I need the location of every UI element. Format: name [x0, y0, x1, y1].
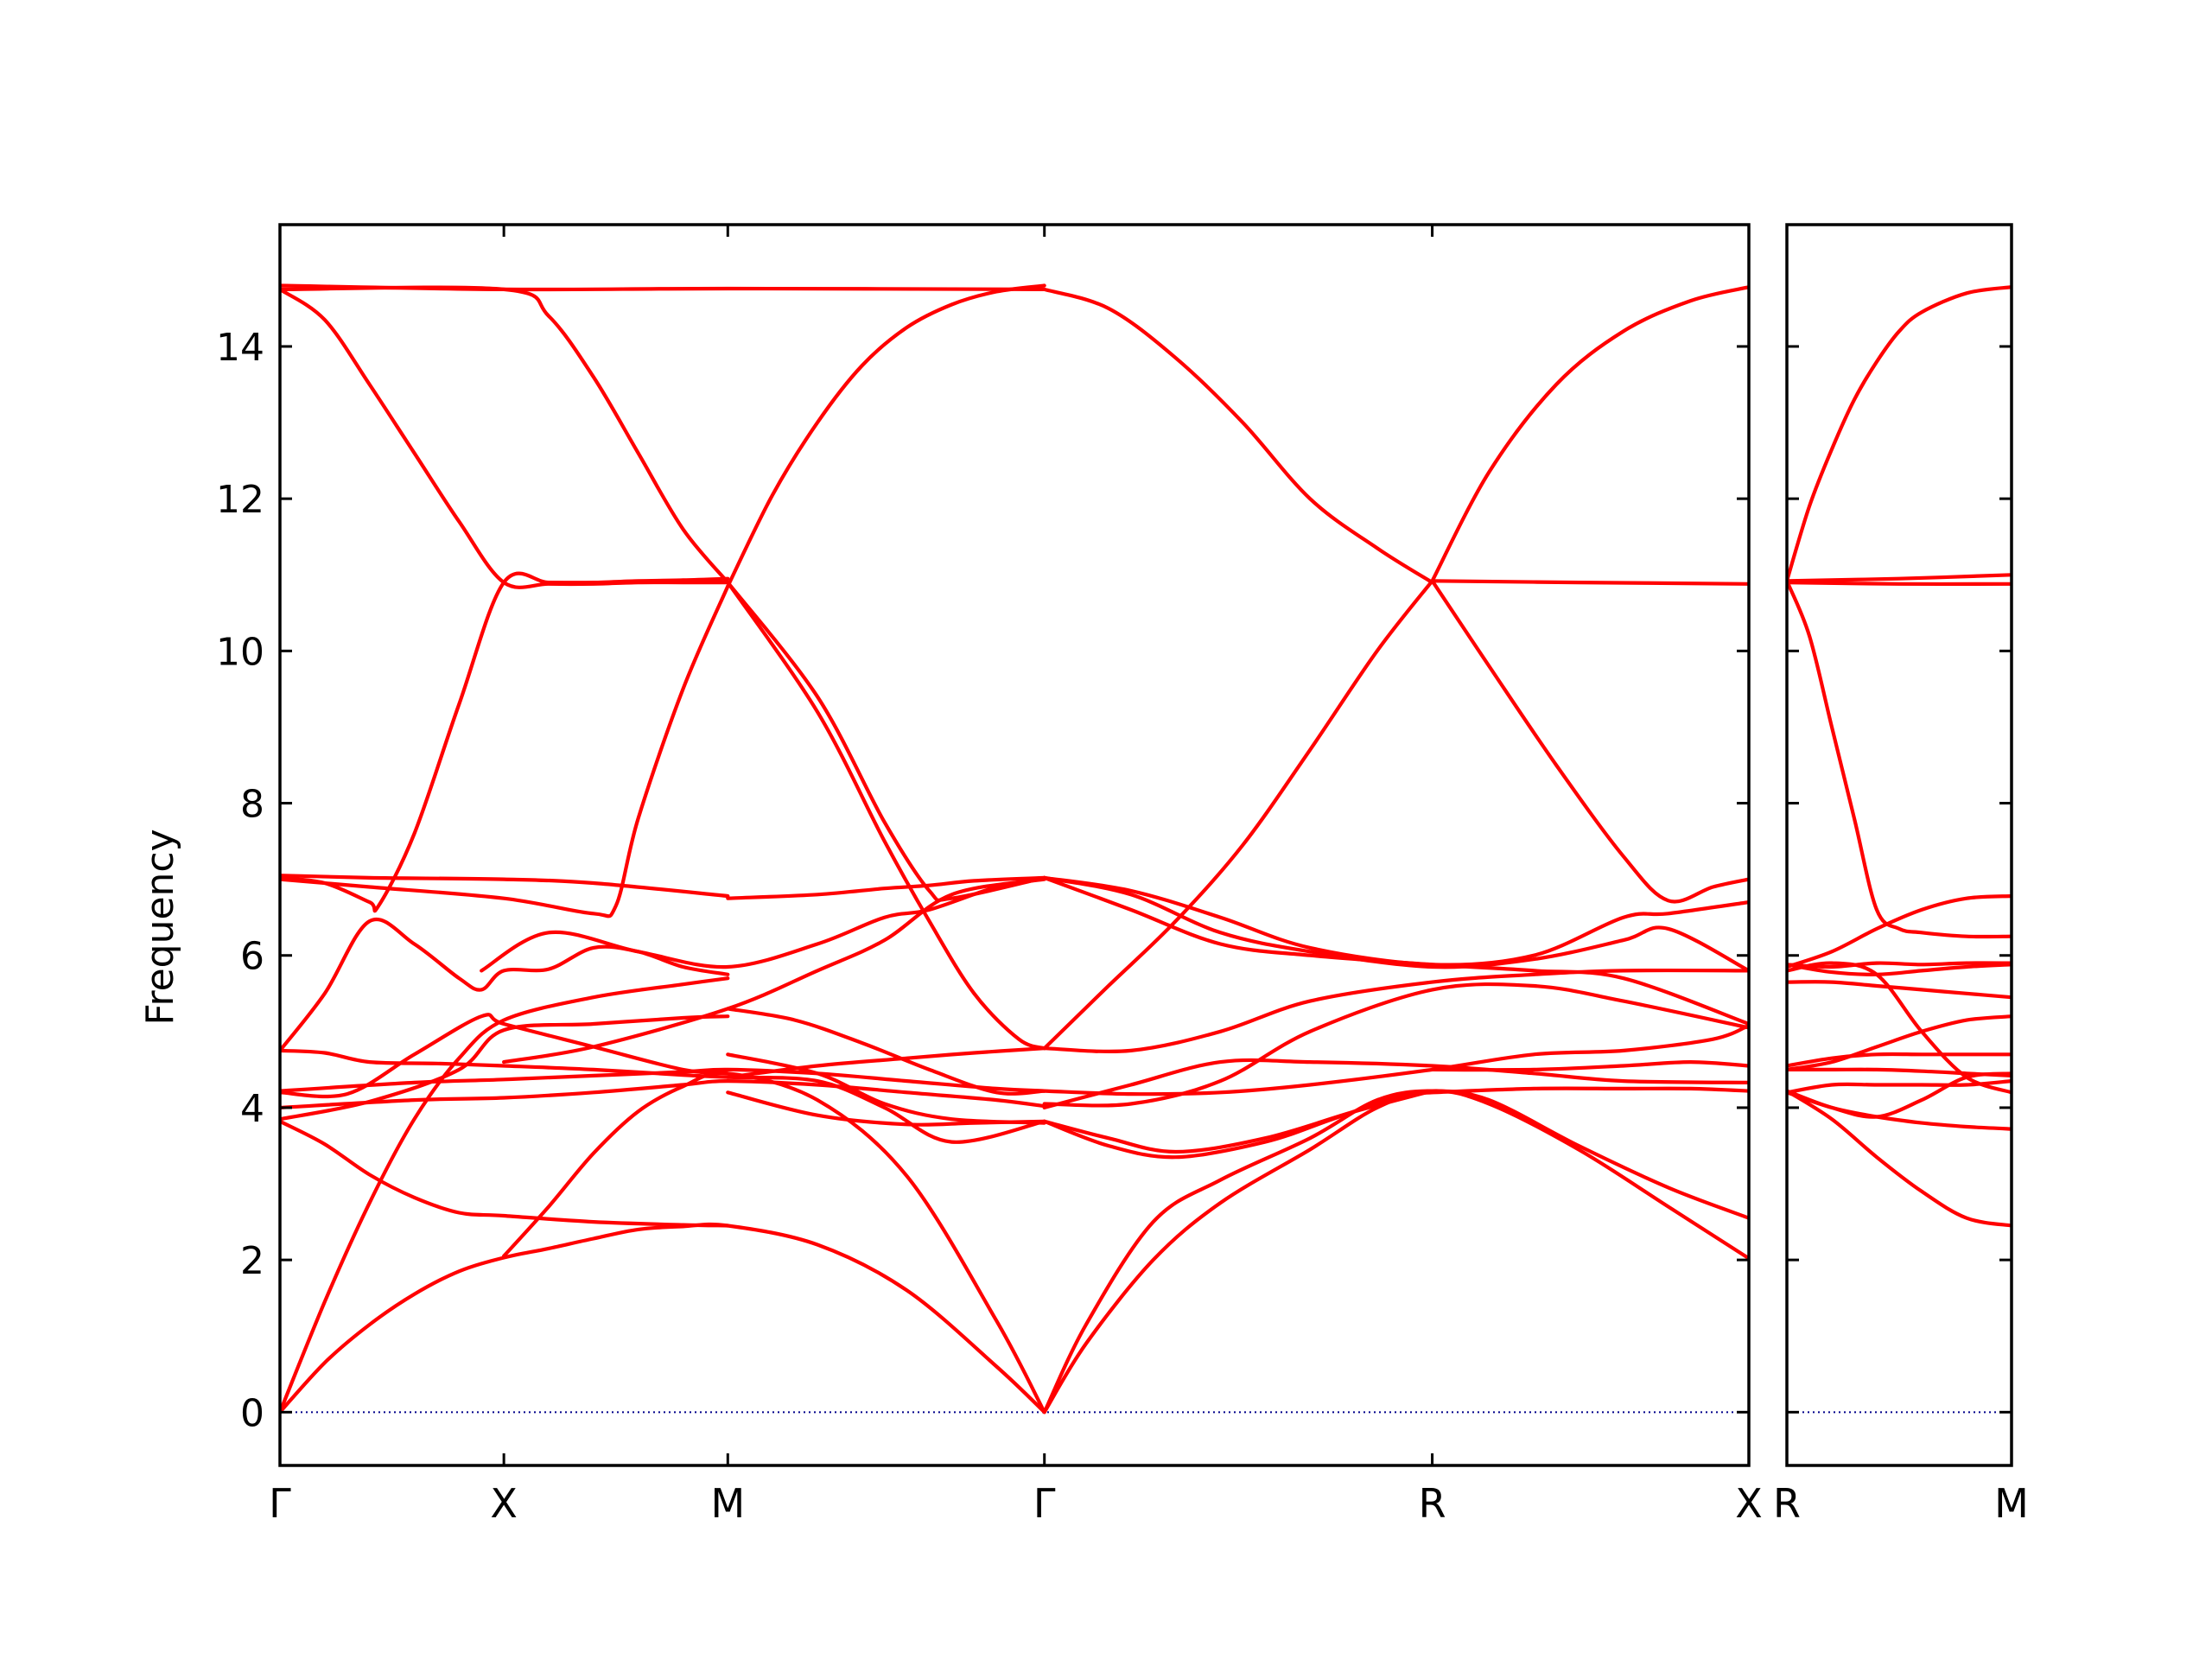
y-tick-label: 0: [240, 1391, 264, 1435]
band-line-44: [1430, 1086, 1749, 1095]
band-line-24: [726, 1046, 1046, 1079]
x-tick-label: M: [1994, 1480, 2029, 1527]
band-line-31: [1042, 1023, 1749, 1096]
band-line-7: [280, 1079, 1046, 1109]
band-line-39: [1430, 579, 1749, 586]
band-line-7: [1787, 963, 2012, 976]
band-line-35: [1042, 579, 1434, 1051]
band-line-21: [480, 875, 1046, 973]
band-line-16: [280, 874, 730, 899]
band-line-36: [1042, 287, 1434, 585]
band-line-28: [1042, 1089, 1749, 1414]
band-line-8: [280, 1067, 1046, 1093]
band-line-43: [1430, 1060, 1749, 1072]
band-line-42: [1042, 875, 1749, 1027]
band-line-5: [1787, 893, 2012, 969]
band-line-23: [726, 1007, 1046, 1096]
band-line-26: [726, 1090, 1046, 1127]
band-line-12: [1787, 1067, 2012, 1077]
x-tick-label: Γ: [269, 1480, 291, 1527]
x-tick-label: Γ: [1033, 1480, 1056, 1527]
band-line-17: [726, 581, 1046, 902]
band-line-11: [1787, 1052, 2012, 1068]
band-line-4: [502, 1071, 1046, 1414]
y-tick-label: 12: [216, 478, 264, 522]
band-line-1: [1787, 285, 2012, 583]
band-line-15: [1787, 1090, 2012, 1131]
band-line-2: [1787, 573, 2012, 583]
band-line-38: [1430, 285, 1749, 583]
plot-frame: [1785, 223, 2013, 1467]
y-tick-label: 2: [240, 1239, 264, 1283]
y-tick-label: 8: [240, 783, 264, 827]
band-line-16: [1787, 1089, 2012, 1228]
x-tick-label: R: [1773, 1480, 1801, 1527]
band-line-29: [1042, 1090, 1434, 1160]
y-tick-label: 14: [216, 326, 264, 370]
x-tick-label: X: [1735, 1480, 1763, 1527]
band-line-6: [280, 1013, 730, 1099]
y-tick-label: 10: [216, 630, 264, 674]
x-tick-label: R: [1419, 1480, 1446, 1527]
band-line-18: [726, 283, 1046, 588]
band-line-1: [280, 1222, 1046, 1414]
band-line-41: [1042, 875, 1749, 973]
plot-frame: [278, 223, 1751, 1467]
band-line-6: [1787, 961, 2012, 969]
band-line-10: [1787, 1014, 2012, 1071]
band-line-12: [280, 287, 730, 589]
x-tick-label: X: [490, 1480, 518, 1527]
band-line-4: [1787, 579, 2012, 939]
band-line-34: [1042, 968, 1749, 1053]
band-line-3: [280, 1119, 730, 1228]
x-tick-label: M: [710, 1480, 745, 1527]
band-line-30: [1042, 1089, 1434, 1154]
band-line-9: [280, 1048, 1046, 1144]
band-line-14: [280, 285, 730, 585]
band-line-33: [1042, 982, 1749, 1108]
series-group: [280, 283, 1749, 1414]
band-line-13: [1787, 1079, 2012, 1095]
band-line-2: [280, 976, 730, 1414]
band-line-37: [1430, 579, 1749, 904]
band-line-27: [1042, 1089, 1749, 1414]
band-line-22: [502, 877, 1046, 1065]
y-tick-label: 6: [240, 935, 264, 979]
y-axis-label: Frequency: [138, 829, 182, 1025]
band-line-15: [280, 584, 730, 918]
y-tick-label: 4: [240, 1087, 264, 1131]
band-line-20: [726, 875, 1046, 900]
band-line-32: [1042, 1058, 1749, 1109]
band-line-3: [1787, 581, 2012, 587]
band-line-8: [1787, 980, 2012, 1000]
series-group: [1787, 285, 2012, 1228]
panel-1: 0 2 4 6 8 10 12 14 Γ X M Γ R X: [216, 223, 1763, 1527]
